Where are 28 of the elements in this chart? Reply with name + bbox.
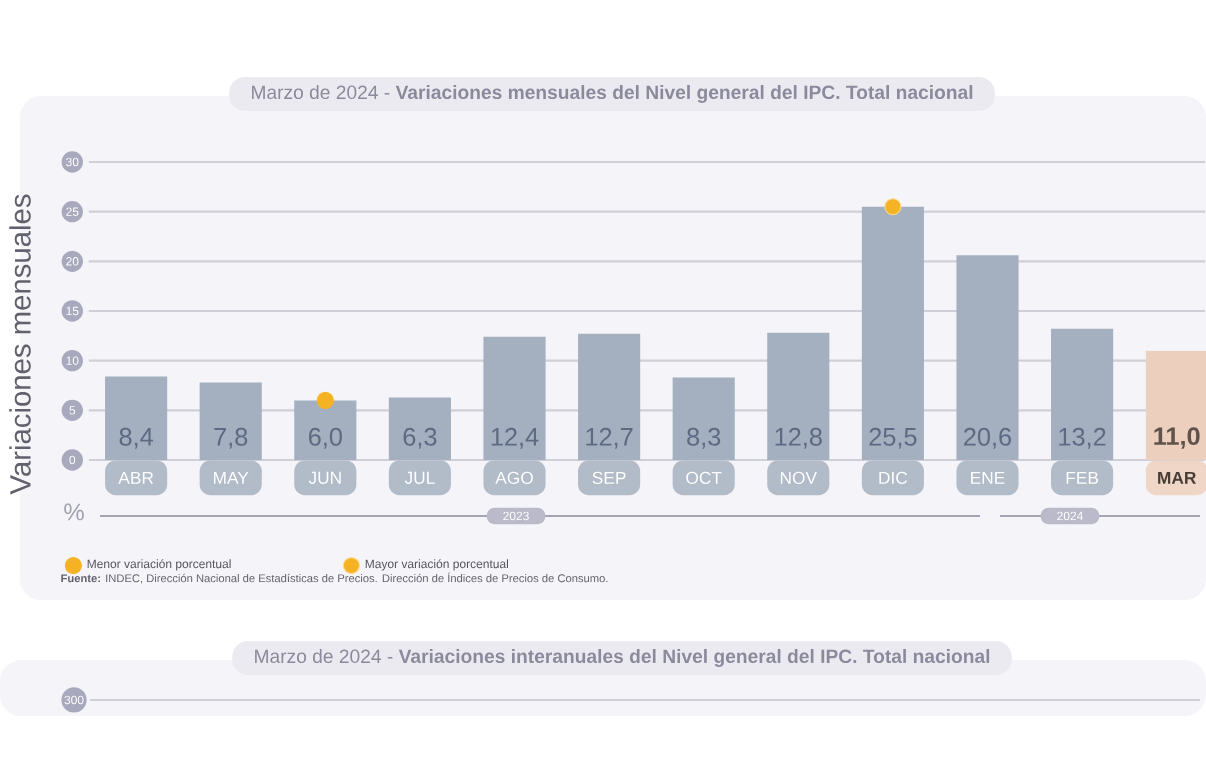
x-tick-label: SEP [592,471,626,484]
data-label: 12,8 [775,427,822,449]
x-tick-label: MAY [214,471,249,484]
x-tick-label: MAR [1158,471,1197,484]
data-label: 11,0 [1154,427,1200,449]
data-label: 8,4 [119,427,153,449]
x-tick-label: FEB [1066,471,1098,484]
x-tick-label: DIC [879,471,908,484]
text: Marzo de 2024 - Variaciones interanuales del Nivel general del IPC. Total nacional [255,648,990,667]
x-tick-label: ENE [971,471,1005,484]
data-label: 7,8 [214,427,248,449]
x-tick-label: JUL [404,471,435,484]
x-tick-label: JUN [308,471,341,484]
data-label: 13,2 [1059,427,1106,449]
data-label: 20,6 [964,427,1012,449]
data-label: 12,7 [586,427,633,449]
chart-title: Marzo de 2024 - Variaciones mensuales del Nivel general del IPC. Total nacional [252,84,973,103]
data-label: 6,0 [309,427,342,449]
data-label: 25,5 [869,427,917,449]
x-tick-label: AGO [495,471,533,484]
text: % [64,503,84,521]
data-label: 6,3 [403,427,437,449]
x-tick-label: OCT [686,471,722,484]
y-axis-title: Variaciones mensuales [9,194,31,495]
x-tick-label: NOV [780,471,817,484]
data-label: 12,4 [491,427,539,449]
x-tick-label: ABR [118,471,154,484]
data-label: 8,3 [687,427,721,449]
